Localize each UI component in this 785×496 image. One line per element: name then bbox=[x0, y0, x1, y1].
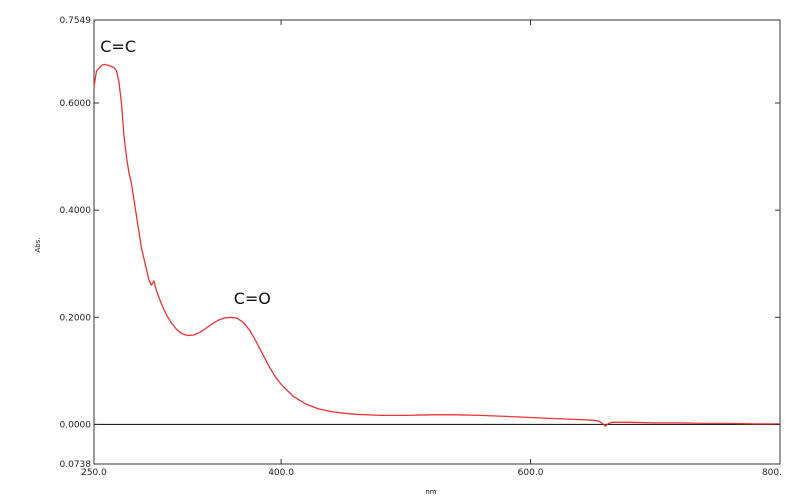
y-tick-label: 0.0000 bbox=[60, 420, 92, 430]
plot-frame bbox=[93, 19, 781, 465]
x-tick-label: 250.0 bbox=[81, 468, 107, 478]
y-tick-label: 0.4000 bbox=[60, 206, 92, 216]
peak-annotation: C=O bbox=[234, 289, 271, 308]
y-tick-label: 0.0738 bbox=[60, 460, 92, 470]
y-tick-label: 0.6000 bbox=[60, 99, 92, 109]
y-tick-layer: 0.7549 0.6000 0.4000 0.2000 0.0000 0.0738 bbox=[60, 16, 780, 470]
x-axis-label: nm bbox=[425, 488, 436, 496]
y-tick-label: 0.2000 bbox=[60, 313, 92, 323]
annotation-layer: C=C C=O bbox=[100, 37, 271, 308]
x-tick-label: 800. bbox=[762, 468, 782, 478]
x-tick-label: 600.0 bbox=[518, 468, 544, 478]
peak-annotation: C=C bbox=[100, 37, 136, 56]
y-tick-label: 0.7549 bbox=[60, 16, 92, 26]
y-axis-label: Abs. bbox=[34, 237, 42, 252]
x-tick-layer: 250.0 400.0 600.0 800. bbox=[81, 20, 782, 478]
plot-area-border bbox=[93, 19, 781, 465]
x-tick-label: 400.0 bbox=[268, 468, 294, 478]
series-layer bbox=[93, 63, 780, 427]
spectrum-line bbox=[93, 63, 780, 427]
